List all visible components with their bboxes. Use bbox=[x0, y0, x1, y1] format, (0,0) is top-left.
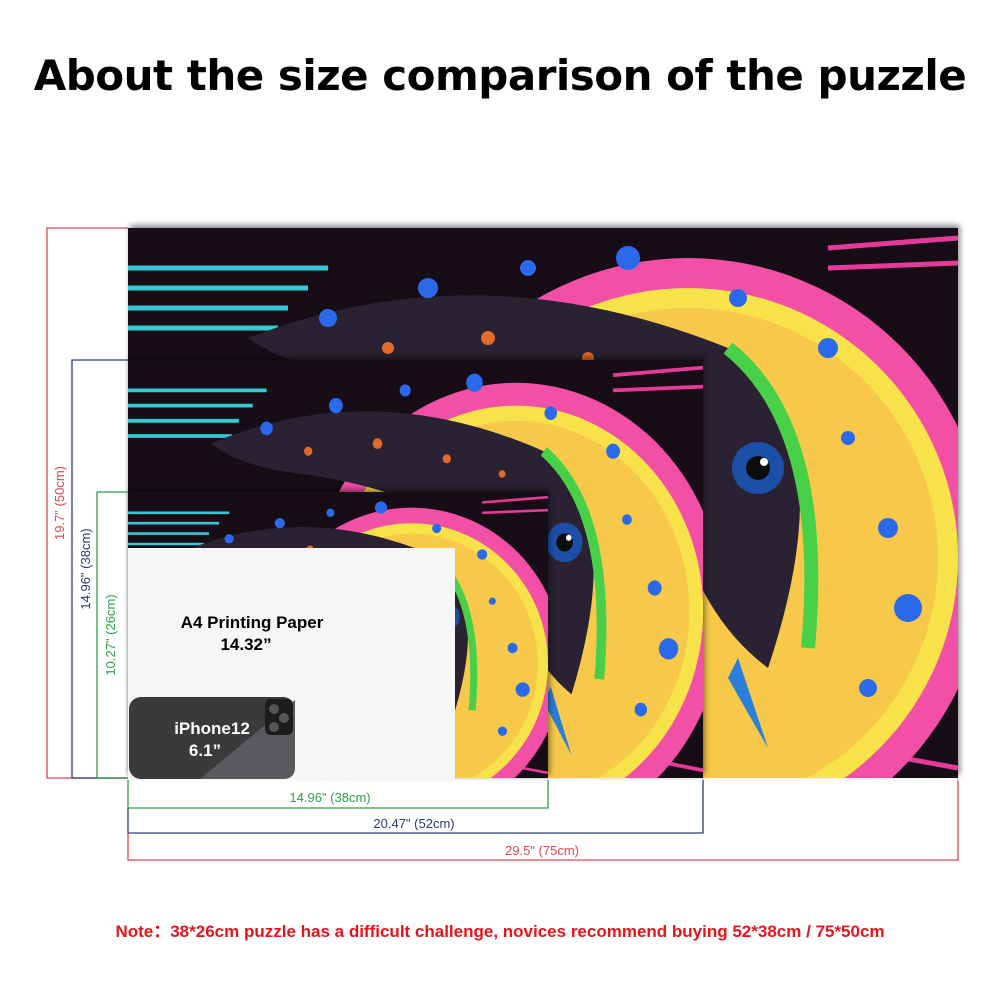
iphone bbox=[129, 697, 295, 779]
phone-label: iPhone12 bbox=[174, 719, 250, 738]
height-label: 10.27" (26cm) bbox=[103, 594, 118, 675]
paper-label: A4 Printing Paper bbox=[181, 613, 324, 632]
phone-size: 6.1” bbox=[189, 741, 221, 760]
height-label: 19.7" (50cm) bbox=[52, 466, 67, 540]
width-label: 20.47" (52cm) bbox=[373, 816, 454, 831]
note: Note：38*26cm puzzle has a difficult chal… bbox=[115, 922, 884, 941]
height-label: 14.96" (38cm) bbox=[78, 528, 93, 609]
width-label: 14.96" (38cm) bbox=[289, 790, 370, 805]
paper-size: 14.32” bbox=[220, 635, 271, 654]
title: About the size comparison of the puzzle bbox=[34, 51, 967, 100]
width-label: 29.5" (75cm) bbox=[505, 843, 579, 858]
dimension-lines bbox=[46, 227, 959, 861]
